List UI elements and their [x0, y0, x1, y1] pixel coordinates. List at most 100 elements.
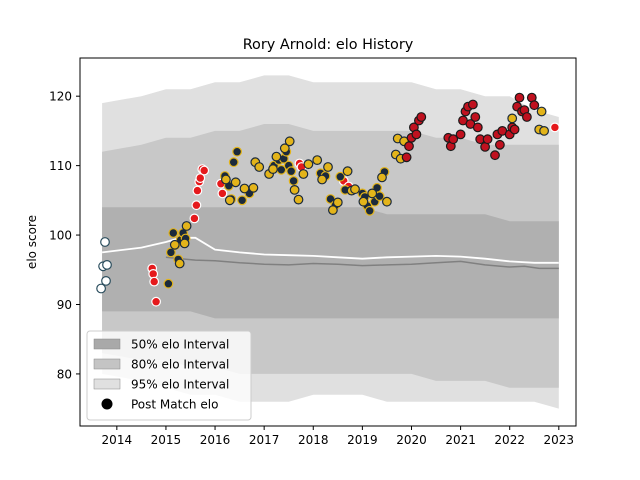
elo-point — [217, 188, 228, 199]
elo-point — [317, 174, 328, 185]
elo-point — [312, 155, 323, 166]
elo-point — [151, 296, 162, 307]
elo-point — [192, 185, 203, 196]
legend-swatch — [93, 338, 121, 350]
x-tick-label: 2016 — [200, 433, 231, 447]
elo-point — [416, 112, 427, 122]
x-axis: 2014 2015 2016 2017 2018 2019 2020 2021 2022 2023 — [102, 426, 575, 447]
elo-point — [323, 162, 333, 172]
plot-area — [96, 75, 560, 409]
elo-point — [230, 177, 241, 188]
elo-point — [495, 139, 505, 150]
y-tick-label: 110 — [49, 159, 72, 173]
elo-point — [191, 200, 202, 211]
elo-point — [522, 112, 532, 122]
elo-point — [101, 276, 111, 286]
x-tick-label: 2022 — [494, 433, 525, 447]
elo-point — [550, 122, 560, 133]
elo-point — [271, 151, 282, 162]
y-tick-label: 80 — [57, 367, 72, 381]
elo-point — [165, 247, 176, 258]
elo-point — [328, 205, 338, 216]
x-tick-label: 2017 — [249, 433, 280, 447]
x-tick-label: 2019 — [347, 433, 378, 447]
elo-point — [179, 238, 190, 249]
x-tick-label: 2015 — [151, 433, 182, 447]
elo-point — [96, 283, 106, 294]
x-tick-label: 2014 — [102, 433, 133, 447]
elo-point — [149, 276, 160, 287]
elo-point — [367, 188, 378, 199]
x-tick-label: 2023 — [544, 433, 575, 447]
elo-point — [298, 169, 309, 179]
elo-point — [468, 99, 478, 110]
elo-point — [490, 150, 500, 161]
legend-marker — [101, 398, 113, 410]
legend: 50% elo Interval 80% elo Interval 95% elo … — [86, 330, 252, 421]
elo-point — [169, 239, 180, 250]
elo-point — [470, 112, 481, 122]
elo-point — [237, 195, 248, 206]
elo-point — [248, 182, 259, 193]
elo-point — [350, 184, 360, 195]
elo-point — [288, 175, 299, 186]
elo-point — [224, 195, 235, 206]
elo-point — [254, 162, 265, 172]
elo-point — [284, 136, 295, 147]
elo-point — [286, 166, 297, 177]
elo-point — [358, 196, 369, 207]
y-axis-label: elo score — [25, 215, 39, 269]
legend-label: Post Match elo — [131, 398, 218, 412]
y-tick-label: 120 — [49, 90, 72, 104]
elo-point — [228, 157, 239, 168]
elo-point — [342, 166, 353, 177]
elo-point — [448, 134, 459, 145]
elo-point — [181, 221, 192, 231]
elo-point — [455, 129, 466, 140]
legend-swatch — [93, 358, 121, 370]
legend-swatch — [93, 378, 121, 390]
elo-point — [174, 258, 185, 269]
elo-point — [268, 164, 278, 175]
elo-point — [377, 172, 387, 183]
elo-point — [401, 152, 412, 163]
band-50 — [102, 207, 559, 319]
chart-title: Rory Arnold: elo History — [243, 37, 414, 53]
elo-point — [509, 124, 520, 135]
elo-point — [364, 205, 375, 216]
elo-point — [189, 213, 200, 224]
elo-point — [199, 165, 210, 176]
elo-point — [220, 174, 231, 185]
x-tick-label: 2020 — [396, 433, 427, 447]
elo-point — [293, 194, 304, 205]
elo-point — [332, 197, 343, 208]
legend-label: 95% elo Interval — [131, 378, 229, 392]
elo-point — [411, 129, 422, 140]
elo-point — [303, 159, 314, 170]
y-tick-label: 100 — [49, 229, 72, 243]
elo-point — [100, 237, 110, 247]
plot-frame — [79, 57, 577, 427]
y-axis: 80 90 100 110 120 — [49, 90, 80, 381]
elo-point — [404, 141, 414, 152]
elo-point — [382, 196, 392, 207]
elo-point — [163, 278, 174, 289]
legend-label: 80% elo Interval — [131, 358, 229, 372]
elo-point — [102, 260, 112, 270]
elo-point — [507, 113, 518, 124]
elo-point — [539, 125, 549, 136]
elo-point — [168, 228, 179, 238]
elo-point — [195, 173, 206, 184]
elo-point — [514, 92, 525, 103]
elo-point — [239, 183, 250, 194]
x-tick-label: 2018 — [298, 433, 329, 447]
elo-point — [335, 171, 346, 182]
elo-point — [536, 106, 547, 117]
elo-point — [529, 100, 540, 111]
elo-point — [279, 143, 290, 154]
median-elo-line — [165, 256, 559, 270]
y-tick-label: 90 — [57, 298, 72, 312]
legend-label: 50% elo Interval — [131, 338, 229, 352]
elo-point — [289, 184, 300, 195]
